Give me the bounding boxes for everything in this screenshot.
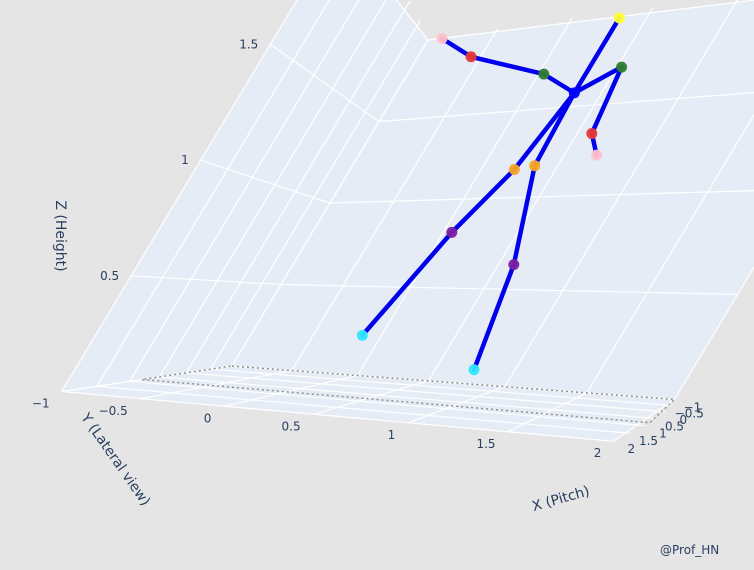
joint-left-hip	[529, 160, 541, 172]
grid-line	[329, 190, 754, 204]
grid-line	[129, 0, 360, 382]
grid-line	[395, 0, 429, 41]
grid-line	[504, 0, 739, 387]
grid-line	[378, 92, 754, 123]
x-tick-label: −0.5	[675, 406, 704, 420]
bone-right_shoulder-right_elbow	[468, 54, 547, 77]
bone-left_hip-left_knee	[511, 163, 537, 267]
bone-neck-left_hip	[532, 90, 577, 168]
x-tick-label: −1	[684, 401, 702, 415]
grid-line	[280, 283, 738, 296]
grid-line	[139, 369, 293, 400]
bone-left_shoulder-left_elbow	[589, 64, 624, 136]
joint-head	[613, 12, 625, 24]
joint-left-ankle	[468, 364, 480, 376]
grid-line	[210, 20, 421, 370]
bone-neck-right_shoulder	[541, 71, 577, 96]
grid-line	[507, 392, 588, 433]
y-tick-label: 1.5	[476, 437, 495, 451]
grid-line	[129, 380, 645, 427]
x-axis-title: X (Pitch)	[530, 483, 591, 515]
back-wall-panel	[232, 0, 754, 400]
axis-panels	[61, 0, 754, 442]
joint-right-elbow	[465, 51, 477, 63]
bone-head-neck	[572, 15, 622, 96]
joint-left-knee	[508, 259, 520, 271]
joint-left-shoulder	[616, 61, 628, 73]
y-tick-label: 1	[388, 428, 396, 442]
y-tick-label: −1	[32, 397, 50, 411]
credit-text: @Prof_HN	[660, 543, 719, 557]
grid-line	[61, 365, 233, 393]
x-tick-label: 1	[659, 427, 667, 441]
grid-line	[61, 390, 614, 442]
grid-line	[159, 376, 657, 420]
y-tick-label: −0.5	[99, 404, 128, 418]
y-axis-title: Y (Lateral view)	[77, 410, 153, 510]
grid-line	[158, 0, 387, 378]
grid-line	[186, 372, 666, 413]
floor-dotted-outline	[141, 365, 677, 424]
x-tick-label: 0	[679, 413, 687, 427]
grid-line	[586, 113, 754, 394]
y-tick-label: 0.5	[282, 420, 301, 434]
joint-right-ankle	[356, 329, 368, 341]
joint-right-shoulder	[538, 68, 550, 80]
grid-line	[210, 368, 672, 407]
bones	[360, 15, 624, 373]
grid-line	[200, 159, 331, 204]
x-tick-label: 0.5	[665, 420, 684, 434]
grid-line	[427, 0, 754, 41]
grid-line	[407, 386, 506, 424]
grid-line	[131, 275, 282, 286]
grid-line	[269, 43, 380, 122]
grid-line	[356, 17, 573, 376]
joint-left-wrist	[591, 149, 603, 161]
bone-right_elbow-right_wrist	[439, 36, 474, 60]
bone-right_hip-right_knee	[449, 167, 517, 235]
bone-left_knee-left_ankle	[471, 262, 517, 373]
joint-right-hip	[508, 163, 520, 175]
z-tick-label: 1	[181, 153, 189, 167]
floor-outline	[141, 365, 677, 424]
grid-line	[96, 0, 330, 387]
joint-neck	[568, 87, 580, 99]
joint-left-elbow	[586, 128, 598, 140]
joint-right-knee	[446, 226, 458, 238]
grid-line	[96, 385, 631, 434]
z-axis-title: Z (Height)	[52, 200, 68, 271]
bone-neck-right_hip	[512, 90, 577, 172]
y-tick-label: 0	[204, 411, 212, 425]
bone-neck-left_shoulder	[572, 64, 624, 96]
grid-lines	[61, 0, 754, 442]
z-tick-label: 1.5	[239, 37, 258, 51]
grid-line	[291, 28, 498, 371]
grid-line	[312, 380, 429, 416]
x-tick-label: 2	[628, 442, 636, 456]
grid-line	[612, 399, 675, 442]
y-tick-label: 2	[594, 446, 602, 460]
bone-right_knee-right_ankle	[360, 230, 455, 338]
grid-line	[185, 0, 411, 374]
joints	[356, 12, 628, 376]
joint-right-wrist	[436, 33, 448, 45]
grid-line	[223, 374, 358, 408]
x-tick-label: 1.5	[639, 434, 658, 448]
grid-line	[673, 266, 754, 400]
z-tick-label: 0.5	[100, 269, 119, 283]
